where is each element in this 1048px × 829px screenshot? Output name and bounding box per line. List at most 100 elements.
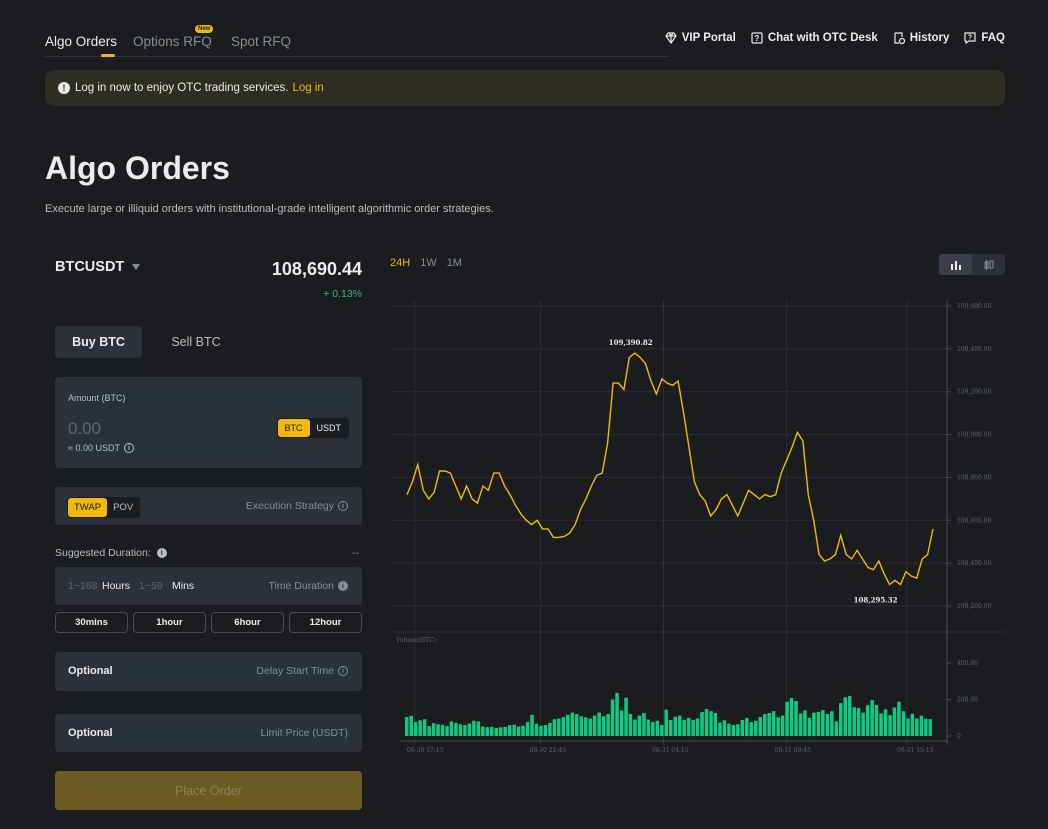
price-tick-label: 108,600.00 — [957, 517, 992, 524]
volume-bar — [704, 709, 709, 736]
info-icon[interactable]: i — [338, 666, 348, 676]
tab-algo-orders[interactable]: Algo Orders — [45, 34, 118, 49]
volume-bar — [409, 715, 413, 736]
tab-options-rfq[interactable]: Options RFQ — [133, 34, 212, 49]
execution-strategy-text: Execution Strategy — [245, 500, 334, 512]
volume-bar — [467, 723, 472, 736]
volume-bar — [610, 699, 615, 736]
volume-bar — [481, 726, 485, 736]
faq-link[interactable]: ? FAQ — [963, 31, 1005, 45]
preset-30mins[interactable]: 30mins — [55, 612, 128, 633]
caret-down-icon — [132, 264, 141, 270]
pair-selector[interactable]: BTCUSDT — [55, 259, 141, 275]
suggested-duration-label: Suggested Duration: — [55, 547, 151, 559]
volume-bar — [722, 720, 727, 736]
volume-bar — [700, 711, 704, 736]
amount-card[interactable]: Amount (BTC) 0.00 ≈ 0.00 USDT i BTC USDT — [55, 377, 362, 468]
history-link[interactable]: History — [892, 31, 949, 45]
faq-icon: ? — [964, 32, 976, 45]
volume-bar — [633, 719, 637, 736]
volume-bar — [695, 718, 700, 736]
mins-input[interactable]: 1~59 — [139, 580, 163, 592]
volume-axis-label: Volume(BTC) — [395, 637, 436, 644]
strategy-toggle: TWAP POV — [67, 497, 141, 518]
volume-bar — [736, 724, 740, 736]
volume-bar — [767, 713, 771, 736]
info-icon[interactable]: i — [338, 501, 348, 511]
volume-bar — [628, 714, 633, 736]
volume-bar — [592, 715, 597, 736]
info-icon[interactable]: i — [156, 548, 167, 558]
volume-bar — [642, 713, 646, 736]
suggested-duration: Suggested Duration: i — [55, 547, 167, 559]
volume-bar — [601, 716, 606, 736]
line-chart-button[interactable] — [939, 254, 972, 275]
volume-bar — [503, 726, 507, 736]
price-chart[interactable]: 109,600.00 109,400.00 109,200.00 109,000.00… — [390, 290, 1010, 770]
delay-start-field[interactable]: Optional Delay Start Time i — [55, 652, 362, 691]
volume-bar — [405, 717, 409, 736]
twap-button[interactable]: TWAP — [68, 498, 108, 517]
candle-chart-button[interactable] — [972, 254, 1005, 275]
sell-tab[interactable]: Sell BTC — [171, 335, 221, 349]
duration-card: 1~168 Hours 1~59 Mins Time Duration i — [55, 567, 362, 605]
range-1w[interactable]: 1W — [420, 257, 437, 269]
volume-bar — [490, 726, 494, 736]
info-icon[interactable]: i — [123, 443, 134, 453]
range-24h[interactable]: 24H — [390, 257, 411, 269]
volume-bar — [427, 726, 431, 736]
x-tick-label: 08-31 04:15 — [652, 747, 689, 754]
banner-message: Log in now to enjoy OTC trading services… — [75, 82, 289, 94]
vip-portal-link[interactable]: VIP Portal — [664, 31, 736, 45]
unit-usdt-button[interactable]: USDT — [316, 423, 342, 433]
volume-bar — [570, 712, 575, 736]
volume-bar — [843, 697, 847, 736]
x-tick-label: 08-30 17:15 — [407, 747, 444, 754]
range-1m[interactable]: 1M — [446, 257, 462, 269]
volume-bar — [870, 700, 874, 736]
hours-input[interactable]: 1~168 — [68, 580, 98, 592]
preset-1hour[interactable]: 1hour — [133, 612, 206, 633]
volume-bar — [718, 722, 722, 736]
duration-presets: 30mins 1hour 6hour 12hour — [55, 612, 362, 633]
tab-spot-rfq[interactable]: Spot RFQ — [231, 34, 292, 49]
volume-bar — [499, 727, 503, 736]
volume-bar — [449, 721, 454, 736]
volume-bar — [637, 715, 642, 736]
volume-bar — [834, 721, 839, 736]
amount-usdt-value: ≈ 0.00 USDT — [68, 443, 120, 453]
limit-price-field[interactable]: Optional Limit Price (USDT) — [55, 714, 362, 752]
price-tick-label: 109,000.00 — [957, 432, 992, 439]
warning-icon: ! — [58, 82, 70, 94]
volume-bar — [892, 707, 897, 736]
strategy-card: TWAP POV Execution Strategy i — [55, 487, 362, 525]
place-order-button[interactable]: Place Order — [55, 771, 362, 810]
amount-input[interactable]: 0.00 — [68, 419, 102, 438]
login-link[interactable]: Log in — [292, 82, 324, 94]
volume-bar — [740, 719, 745, 736]
volume-bar — [686, 717, 691, 737]
volume-bar — [745, 717, 749, 737]
price-tick-label: 108,400.00 — [957, 560, 992, 567]
time-duration-text: Time Duration — [268, 580, 334, 592]
volume-bar — [494, 728, 498, 736]
price-change: + 0.13% — [323, 288, 362, 300]
volume-bar — [848, 695, 852, 736]
preset-12hour[interactable]: 12hour — [289, 612, 362, 633]
preset-6hour[interactable]: 6hour — [211, 612, 284, 633]
volume-bar — [727, 723, 731, 736]
chat-icon: ? — [751, 32, 763, 44]
info-icon[interactable]: i — [338, 581, 348, 591]
price-tick-label: 109,200.00 — [957, 389, 992, 396]
volume-bar — [534, 723, 539, 736]
chat-otc-link[interactable]: ? Chat with OTC Desk — [750, 31, 878, 45]
volume-bar — [673, 716, 677, 736]
execution-strategy-label: Execution Strategy i — [246, 500, 348, 512]
volume-bar — [539, 725, 543, 736]
unit-btc-button[interactable]: BTC — [277, 419, 310, 437]
buy-tab[interactable]: Buy BTC — [55, 326, 142, 358]
volume-bar — [619, 710, 624, 736]
pov-button[interactable]: POV — [113, 502, 134, 513]
price-tick-label: 108,800.00 — [957, 474, 992, 481]
svg-text:?: ? — [754, 34, 759, 43]
